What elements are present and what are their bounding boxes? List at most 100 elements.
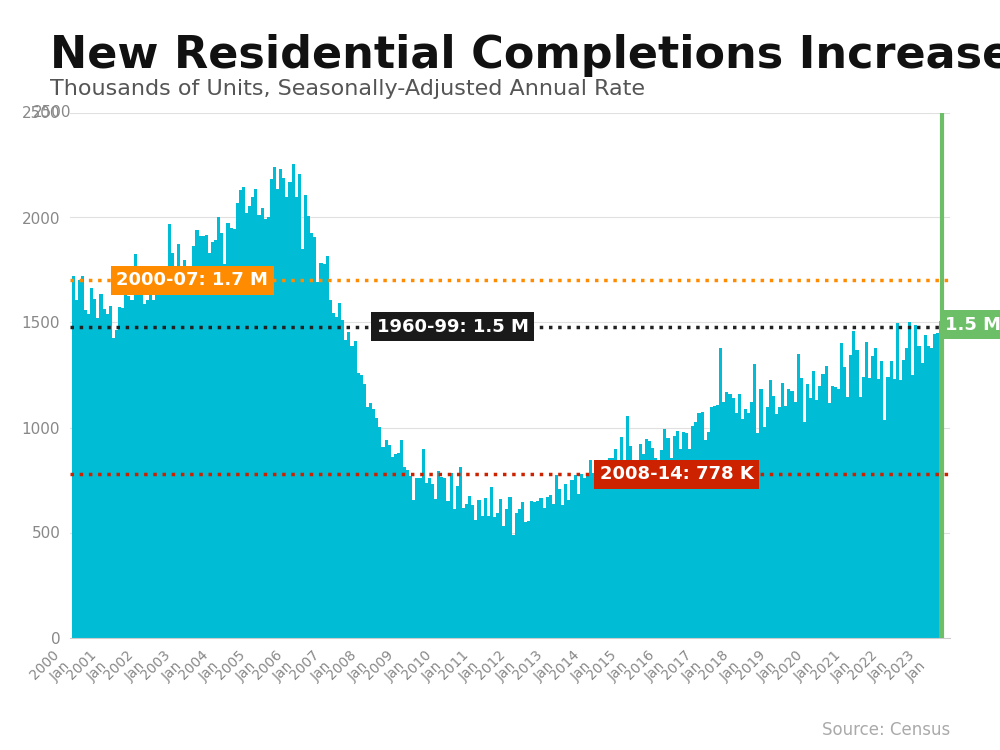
Bar [385, 440, 388, 638]
Bar [508, 496, 512, 638]
Bar [825, 365, 828, 638]
Bar [174, 273, 177, 638]
Bar [84, 310, 87, 638]
Bar [524, 522, 527, 638]
Text: 1960-99: 1.5 M: 1960-99: 1.5 M [377, 318, 529, 336]
Bar [896, 323, 899, 638]
Bar [747, 413, 750, 638]
Bar [818, 386, 821, 638]
Bar [211, 242, 214, 638]
Bar [446, 501, 450, 638]
Bar [403, 467, 406, 638]
Bar [890, 362, 893, 638]
Bar [93, 299, 96, 638]
Bar [917, 346, 921, 638]
Bar [567, 500, 570, 638]
Bar [605, 466, 608, 638]
Bar [505, 509, 508, 638]
Bar [487, 517, 490, 638]
Bar [902, 360, 905, 638]
Bar [775, 415, 778, 638]
Bar [564, 484, 567, 638]
Bar [561, 505, 564, 638]
Bar [725, 392, 728, 638]
Bar [127, 296, 130, 638]
Bar [657, 466, 660, 638]
Bar [840, 343, 843, 638]
Bar [518, 509, 521, 638]
Bar [199, 236, 202, 638]
Bar [369, 403, 372, 638]
Bar [592, 473, 595, 638]
Bar [558, 489, 561, 638]
Bar [608, 458, 611, 638]
Bar [580, 474, 583, 638]
Bar [161, 268, 165, 638]
Bar [338, 303, 341, 638]
Bar [499, 500, 502, 638]
Bar [474, 520, 477, 638]
Bar [574, 475, 577, 638]
Bar [323, 264, 326, 638]
Bar [697, 413, 701, 638]
Bar [366, 407, 369, 638]
Bar [536, 501, 539, 638]
Bar [546, 496, 549, 638]
Bar [595, 479, 598, 638]
Bar [257, 215, 261, 637]
Bar [707, 432, 710, 638]
Bar [868, 379, 871, 638]
Bar [766, 407, 769, 638]
Bar [450, 472, 453, 638]
Bar [908, 322, 911, 638]
Bar [614, 449, 617, 638]
Bar [846, 398, 849, 638]
Bar [849, 355, 852, 638]
Bar [642, 454, 645, 638]
Bar [611, 458, 614, 638]
Bar [859, 398, 862, 638]
Bar [400, 440, 403, 638]
Bar [453, 509, 456, 638]
Bar [270, 178, 273, 638]
Bar [660, 450, 663, 638]
Bar [360, 375, 363, 638]
Bar [933, 334, 936, 638]
Bar [261, 208, 264, 638]
Bar [189, 278, 192, 638]
Bar [431, 484, 434, 638]
Bar [753, 364, 756, 638]
Bar [220, 232, 223, 638]
Bar [648, 441, 651, 638]
Bar [465, 504, 468, 638]
Bar [406, 470, 409, 638]
Bar [264, 219, 267, 638]
Bar [202, 236, 205, 638]
Bar [794, 402, 797, 638]
Bar [242, 188, 245, 638]
Bar [459, 466, 462, 638]
Bar [285, 196, 288, 638]
Bar [831, 386, 834, 638]
Bar [797, 354, 800, 638]
Bar [112, 338, 115, 638]
Bar [877, 379, 880, 638]
Bar [378, 427, 381, 638]
Bar [924, 334, 927, 638]
Bar [267, 217, 270, 637]
Bar [688, 449, 691, 638]
Bar [481, 516, 484, 638]
Bar [350, 346, 354, 638]
Bar [654, 458, 657, 638]
Bar [914, 325, 917, 638]
Bar [781, 383, 784, 638]
Bar [425, 483, 428, 638]
Bar [911, 376, 914, 638]
Bar [763, 427, 766, 638]
Bar [180, 280, 183, 638]
Bar [543, 508, 546, 638]
Bar [886, 377, 890, 638]
Bar [477, 500, 481, 638]
Bar [549, 495, 552, 638]
Bar [809, 398, 812, 638]
